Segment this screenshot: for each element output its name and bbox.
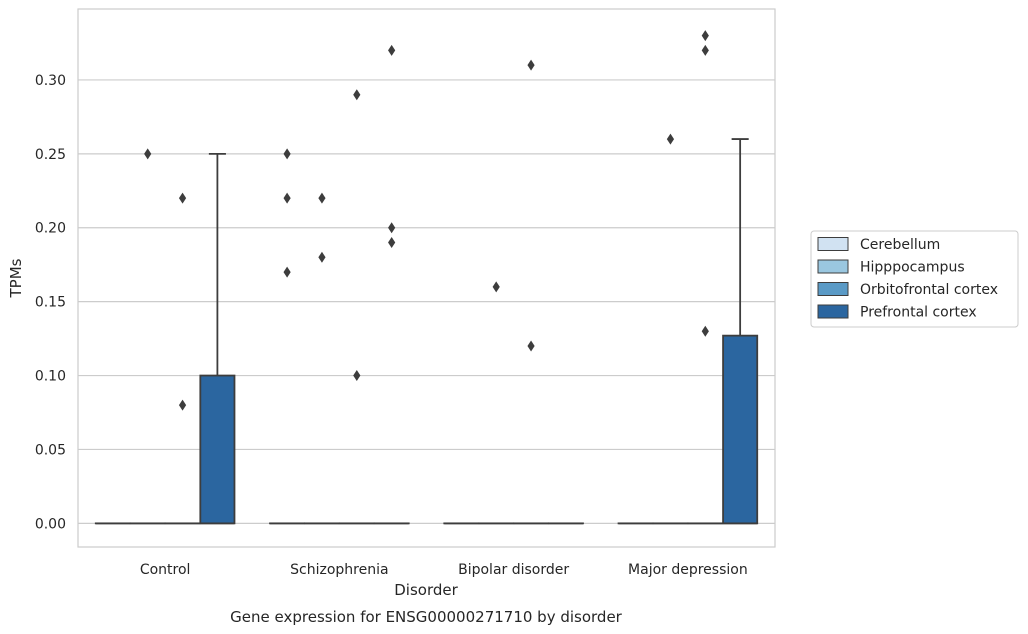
- legend-item-orbitofrontal-cortex: Orbitofrontal cortex: [817, 282, 998, 298]
- x-tick-labels: Control Schizophrenia Bipolar disorder Majo…: [140, 562, 748, 578]
- legend: Cerebellum Hipppocampus Orbitofrontal cort…: [810, 230, 1019, 328]
- outlier-point: [283, 266, 291, 278]
- box-body: [199, 374, 236, 525]
- legend-label: Orbitofrontal cortex: [860, 282, 998, 298]
- outlier-point: [144, 148, 152, 160]
- y-tick-label: 0.15: [35, 295, 66, 311]
- legend-swatch: [817, 282, 849, 296]
- legend-items: Cerebellum Hipppocampus Orbitofrontal cort…: [817, 237, 998, 321]
- x-axis-label: Disorder: [394, 581, 458, 599]
- outlier-point: [701, 325, 709, 337]
- legend-swatch: [817, 304, 849, 319]
- box-prefrontal-cortex-control: [199, 152, 236, 525]
- x-tick-label-control: Control: [140, 562, 191, 578]
- legend-label: Hipppocampus: [860, 260, 965, 276]
- legend-swatch: [817, 237, 849, 251]
- legend-swatch: [817, 259, 849, 274]
- outlier-point: [388, 44, 396, 56]
- box-prefrontal-cortex-major-depression: [722, 138, 759, 525]
- legend-frame: [810, 230, 1019, 328]
- x-tick-label-schizophrenia: Schizophrenia: [290, 562, 388, 578]
- grid-lines: [78, 79, 775, 524]
- y-tick-label: 0.05: [35, 442, 66, 458]
- outlier-point: [283, 192, 291, 204]
- legend-label: Cerebellum: [860, 237, 940, 253]
- outlier-point: [178, 399, 187, 411]
- legend-item-hipppocampus: Hipppocampus: [817, 259, 965, 276]
- plot-frame: [77, 8, 776, 548]
- legend-item-cerebellum: Cerebellum: [817, 237, 940, 253]
- y-tick-label: 0.30: [35, 73, 66, 89]
- outlier-point: [388, 237, 396, 249]
- x-tick-label-bipolar-disorder: Bipolar disorder: [458, 562, 569, 578]
- outlier-point: [666, 133, 675, 145]
- outlier-point: [388, 222, 396, 234]
- y-tick-label: 0.25: [35, 147, 66, 163]
- legend-label: Prefrontal cortex: [860, 305, 977, 321]
- x-tick-label-major-depression: Major depression: [628, 562, 748, 578]
- outlier-point: [353, 370, 361, 382]
- outlier-point: [178, 192, 187, 204]
- y-tick-label: 0.20: [35, 221, 66, 237]
- legend-item-prefrontal-cortex: Prefrontal cortex: [817, 304, 977, 321]
- outlier-point: [701, 44, 709, 56]
- y-tick-label: 0.10: [35, 369, 66, 385]
- outlier-point: [283, 148, 291, 160]
- outlier-point: [701, 30, 709, 42]
- y-tick-labels: 0.00 0.05 0.10 0.15 0.20 0.25 0.30: [35, 73, 66, 532]
- boxes: [94, 138, 759, 525]
- outliers: [144, 30, 709, 411]
- y-axis-label: TPMs: [7, 258, 25, 298]
- outlier-point: [527, 59, 535, 71]
- outlier-point: [492, 281, 500, 293]
- outlier-point: [318, 251, 326, 263]
- box-body: [722, 334, 759, 525]
- chart-caption: Gene expression for ENSG00000271710 by d…: [230, 608, 623, 626]
- outlier-point: [318, 192, 326, 204]
- outlier-point: [353, 89, 361, 101]
- y-tick-label: 0.00: [35, 516, 66, 532]
- outlier-point: [527, 340, 535, 352]
